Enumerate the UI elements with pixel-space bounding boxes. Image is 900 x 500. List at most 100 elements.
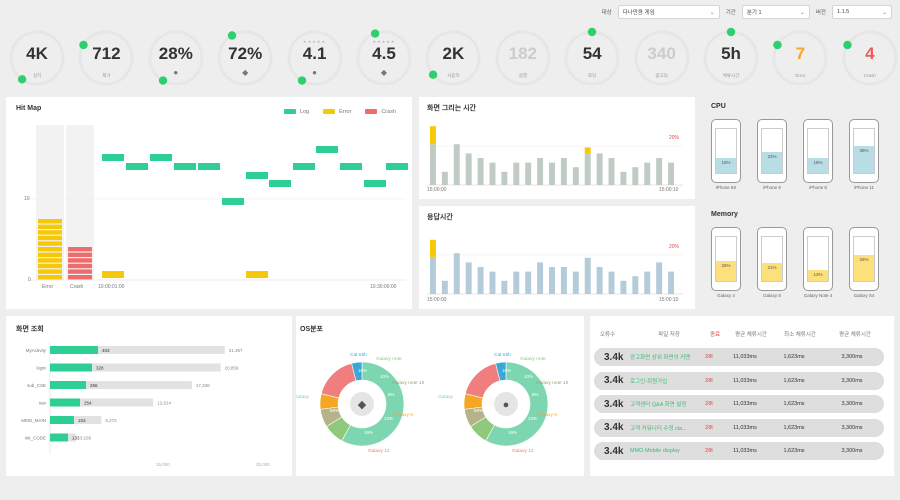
os-distribution-card: OS분포 ◆ Cal Sith Galaxy note Galaxy note 10 G… [296, 316, 584, 476]
table-cell: 1,623ms [783, 401, 805, 407]
render-time-x-end: 15:00:10 [659, 187, 679, 193]
usage-fill [854, 254, 874, 281]
table-row[interactable]: 3.4k 고객센터 Q&A 화면 설정 28t 11,033ms 1,623ms 3,30… [594, 395, 884, 413]
device-name: Galaxy 8 [763, 293, 781, 298]
log-block [386, 163, 408, 170]
version-select[interactable]: 1.1.5 ⌄ [832, 5, 892, 19]
error-block [38, 269, 62, 274]
response-time-chart [427, 239, 683, 295]
table-header-cell[interactable]: 최소 체류시간 [784, 332, 816, 338]
bar [560, 267, 567, 294]
hitmap-x-crash: Crash [70, 284, 84, 290]
donut-label: Galaxy 12 [368, 448, 390, 454]
phone-screen: 15% [715, 128, 737, 174]
error-block [38, 224, 62, 229]
value-bar [50, 363, 92, 372]
kpi-gauge: 54 로딩 [561, 27, 623, 89]
table-cell: 3.4k [604, 445, 624, 457]
donut-percent: 8% [388, 392, 395, 397]
table-header-cell[interactable]: 평균 체류시간 [839, 332, 871, 338]
donut-label: Galaxy note [520, 356, 546, 362]
table-cell: 3.4k [604, 398, 624, 410]
bar [620, 171, 627, 185]
category-label: init_CODE [25, 436, 46, 441]
kpi-ring [842, 30, 898, 86]
phone-cpu: 18% [803, 119, 833, 183]
period-filter-label: 기간 [725, 10, 736, 16]
bar [453, 253, 460, 294]
donut-label: Galaxy 12 [512, 448, 534, 454]
log-block [246, 172, 268, 179]
category-label: nav [39, 401, 47, 406]
table-header-cell[interactable]: 종료 [709, 332, 721, 338]
kpi-ring [703, 27, 759, 86]
kpi-value: 712 [92, 44, 121, 63]
table-row[interactable]: 3.4k 고객 커뮤니티 수정 cla... 28t 11,033ms 1,623ms 3… [594, 418, 884, 437]
table-header-cell[interactable]: 오류수 [600, 332, 616, 338]
table-row[interactable]: 3.4k 로그인-회원가입 28t 11,033ms 1,623ms 3,300ms [594, 371, 884, 390]
platform-select[interactable]: 다나만큼 게임 ⌄ [617, 5, 720, 19]
bar [429, 257, 436, 294]
donut-percent: 19% [508, 430, 517, 435]
kpi-value: 340 [647, 44, 676, 63]
kpi-value: 2K [442, 44, 465, 63]
kpi-value: 4.1 [302, 44, 327, 63]
memory-title: Memory [711, 211, 738, 218]
error-block [38, 230, 62, 235]
highlight-bar [584, 147, 591, 154]
device-name: Galaxy 4 [717, 293, 735, 298]
value-bar [50, 433, 68, 442]
donut-slice [351, 361, 363, 382]
kpi-value: 28% [158, 44, 193, 63]
kpi-gauge: 712 제거 [75, 27, 137, 89]
donut-percent: 16% [502, 368, 511, 373]
bar [453, 144, 460, 185]
bar [644, 162, 651, 185]
kpi-gauge: 182 실행 [492, 27, 554, 89]
device-panel: CPU Memory 15% iPhone 5S 22% iPhone 6 18% iPh… [703, 97, 894, 309]
usage-fill [762, 151, 782, 173]
table-cell: 3,300ms [841, 448, 863, 454]
table-row[interactable]: 3.4k 광고화면 상위 화면의 커맨 28t 11,033ms 1,623ms 3,30… [594, 348, 884, 366]
table-header-cell[interactable]: 파일 저장 [658, 332, 680, 338]
total-bar [50, 363, 221, 372]
donut-percent: 59% [330, 408, 339, 413]
bar [632, 276, 639, 294]
total-bar [50, 416, 102, 424]
table-cell: 11,033ms [733, 377, 757, 384]
total-bar [50, 398, 154, 407]
crash-block [68, 258, 92, 263]
hitmap-chart [28, 125, 408, 281]
log-block [269, 180, 291, 187]
rating-stars: ★★★★★ [372, 39, 396, 44]
donut-slice [320, 362, 357, 399]
response-time-x-end: 15:00:10 [659, 297, 679, 303]
value-bar [50, 398, 80, 407]
log-block [126, 163, 148, 170]
table-cell: 3.4k [604, 351, 624, 363]
hitmap-card: Hit Map Log Error Crash 10 0 Error Crash 1… [6, 97, 412, 309]
usage-percent: 25% [721, 263, 731, 269]
kpi-value: 72% [228, 44, 263, 63]
table-cell: 3,300ms [841, 354, 863, 360]
response-time-annotation: 20% [669, 244, 680, 250]
phone-screen: 13% [807, 236, 829, 282]
kpi-gauge: 28% ● [145, 27, 207, 89]
os-donut-charts: ◆ Cal Sith Galaxy note Galaxy note 10 Galaxy… [296, 352, 569, 454]
phone-screen: 26% [853, 236, 875, 282]
table-row[interactable]: 3.4k MMO Mobile display 28t 11,033ms 1,623ms… [594, 442, 884, 460]
legend-swatch [323, 109, 336, 115]
value-label: 254 [84, 401, 92, 406]
period-select[interactable]: 분기 1 ⌄ [741, 5, 810, 19]
bar [668, 162, 675, 185]
table-cell: MMO Mobile display [630, 448, 680, 454]
table-header-cell[interactable]: 평균 체류시간 [735, 332, 767, 338]
os-distribution-title: OS분포 [300, 326, 323, 333]
filter-bar: 대상 다나만큼 게임 ⌄ 기간 분기 1 ⌄ 버전 1.1.5 ⌄ [602, 4, 892, 20]
value-bar [50, 416, 74, 424]
kpi-status-dot [587, 27, 597, 37]
phone-screen: 22% [761, 128, 783, 174]
donut-percent: 8% [532, 392, 539, 397]
device-name: Galaxy S4 [853, 293, 875, 298]
kpi-ring [495, 30, 551, 86]
